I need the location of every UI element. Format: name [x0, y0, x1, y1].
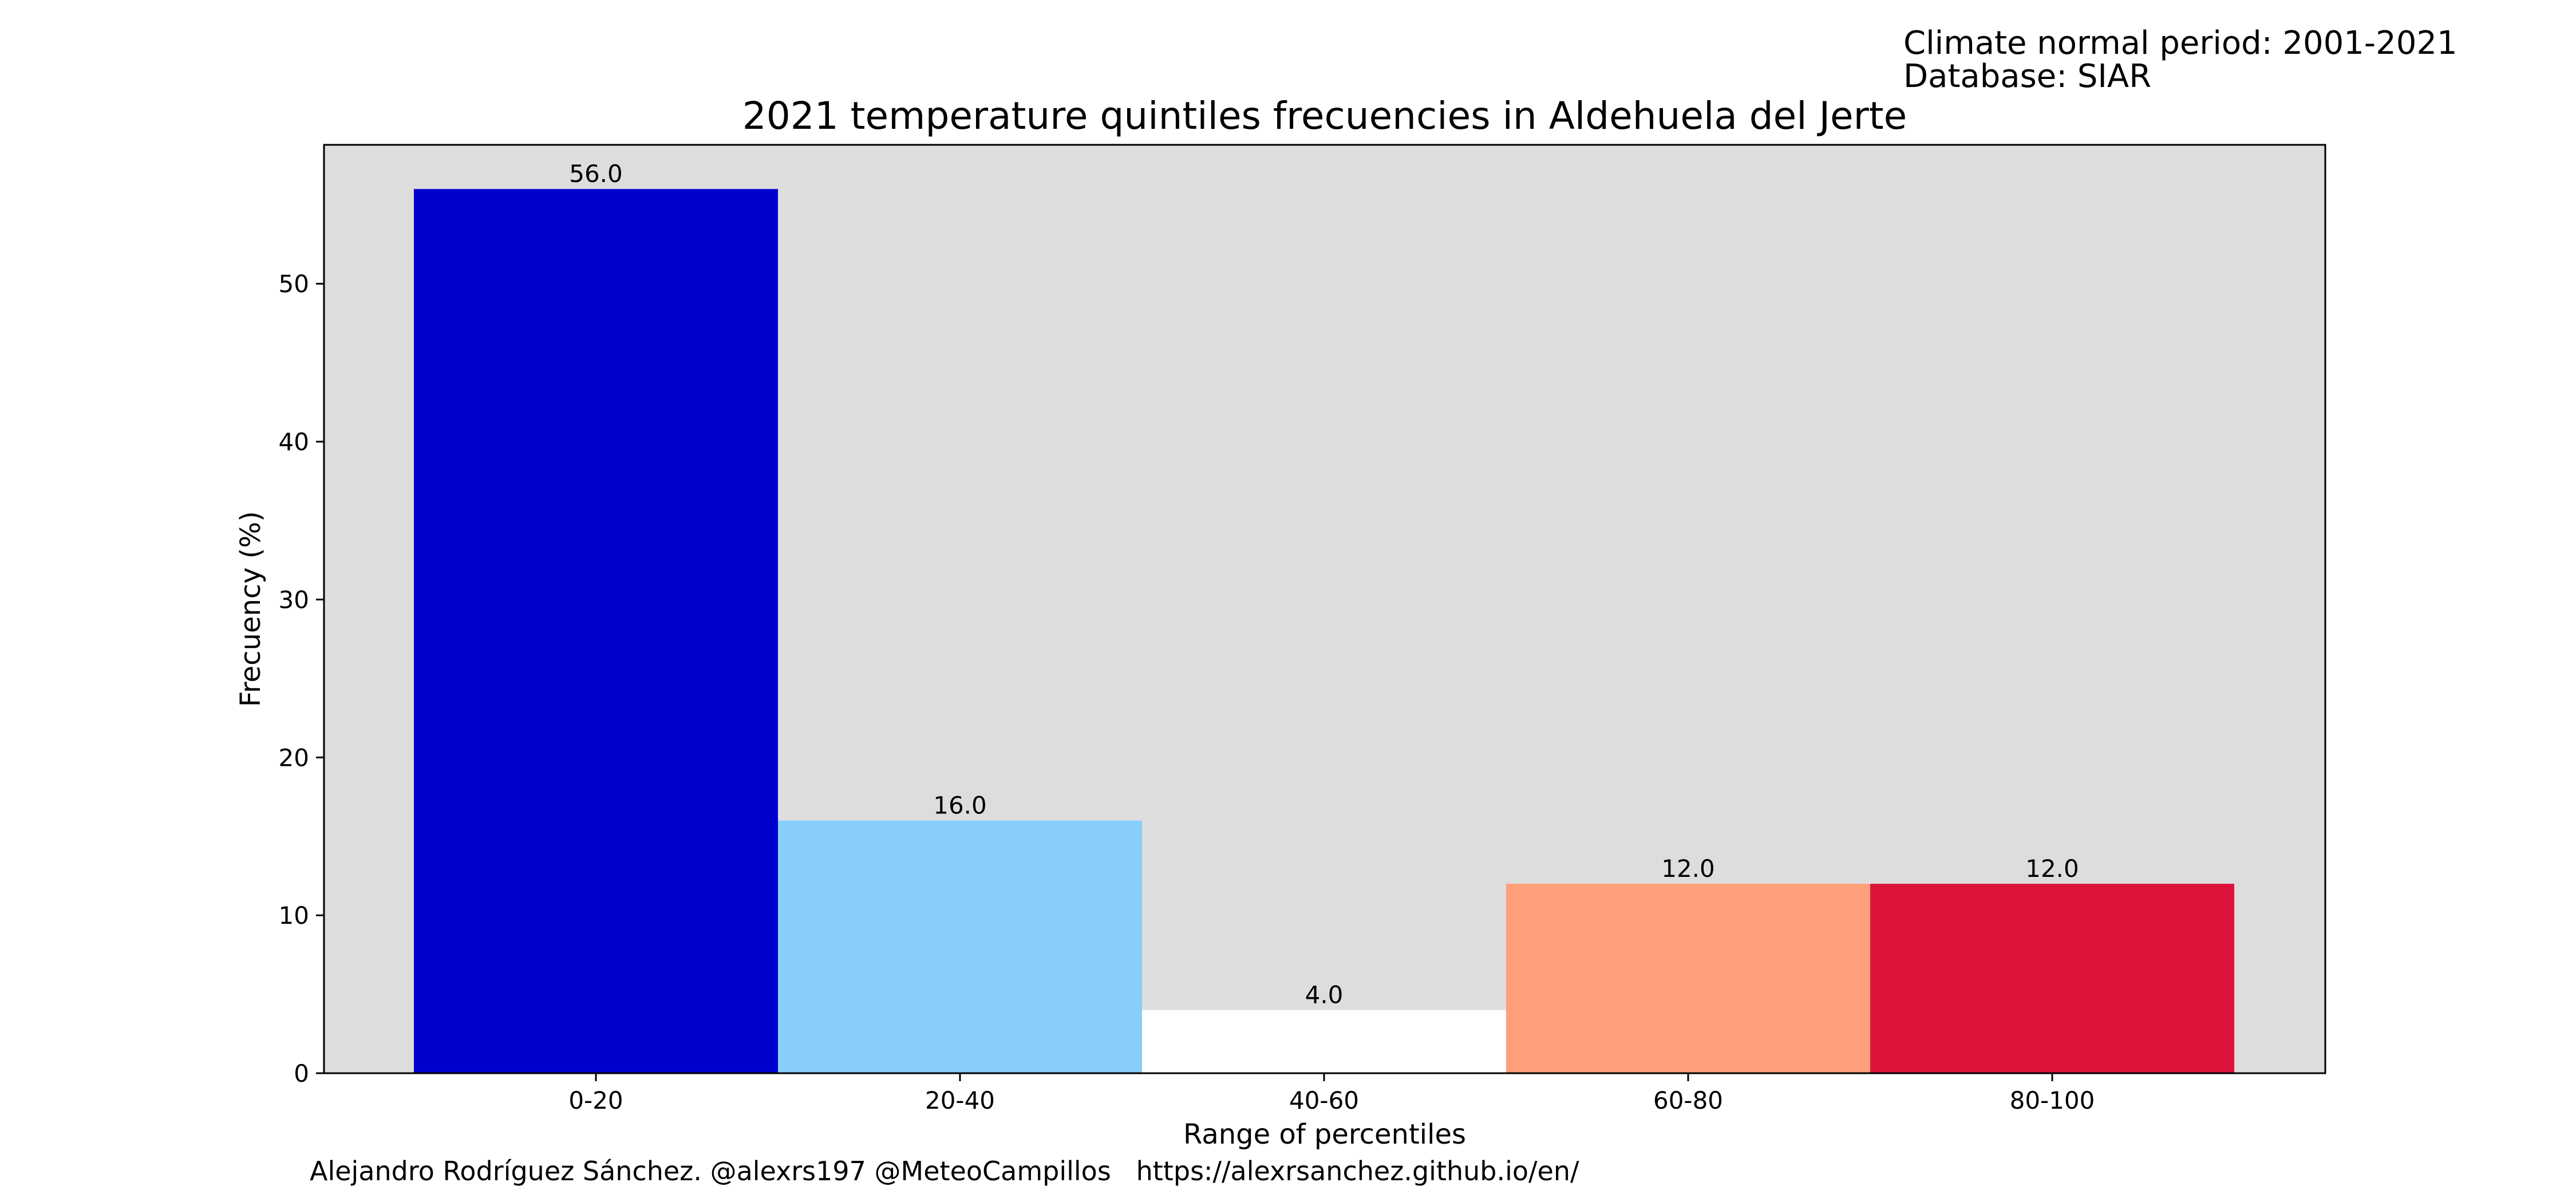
bar-40-60	[1142, 1010, 1506, 1073]
y-tick-label: 40	[279, 428, 309, 456]
author-credit: Alejandro Rodríguez Sánchez. @alexrs197 …	[310, 1156, 1579, 1187]
plot-frame	[323, 144, 2326, 1074]
y-tick-label: 20	[279, 744, 309, 772]
y-tick-label: 10	[279, 902, 309, 930]
bar-value-label: 12.0	[2025, 855, 2079, 883]
y-axis-label: Frecuency (%)	[235, 511, 267, 707]
bar-value-label: 4.0	[1305, 981, 1344, 1009]
x-axis-label: Range of percentiles	[1183, 1118, 1466, 1150]
y-tick-label: 0	[294, 1059, 309, 1088]
bar-80-100	[1870, 883, 2234, 1073]
x-tick-label: 80-100	[2010, 1086, 2095, 1114]
x-tick-label: 60-80	[1653, 1086, 1723, 1114]
bar-60-80	[1506, 883, 1870, 1073]
y-tick-label: 50	[279, 270, 309, 298]
chart-title: 2021 temperature quintiles frecuencies i…	[742, 94, 1907, 138]
bar-value-label: 56.0	[569, 160, 623, 188]
bar-value-label: 12.0	[1661, 855, 1715, 883]
y-tick-label: 30	[279, 586, 309, 614]
climate-period-label: Climate normal period: 2001-2021	[1903, 25, 2458, 62]
database-label: Database: SIAR	[1903, 58, 2152, 95]
x-tick-label: 20-40	[925, 1086, 995, 1114]
x-tick-label: 40-60	[1289, 1086, 1359, 1114]
bar-value-label: 16.0	[933, 792, 987, 820]
x-tick-label: 0-20	[568, 1086, 623, 1114]
bar-0-20	[414, 189, 778, 1074]
bar-20-40	[778, 820, 1142, 1073]
